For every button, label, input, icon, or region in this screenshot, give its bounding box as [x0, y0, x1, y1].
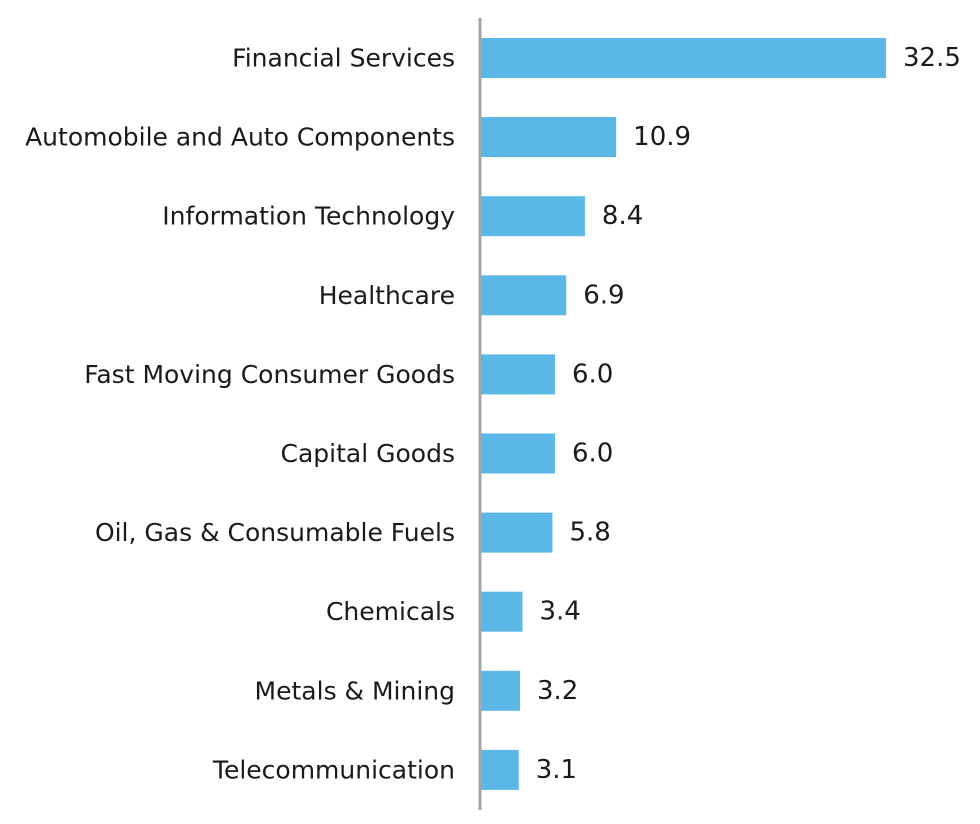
category-label: Metals & Mining — [255, 676, 455, 705]
value-label: 6.0 — [572, 439, 613, 469]
bar — [480, 196, 585, 237]
category-label: Capital Goods — [281, 439, 455, 468]
category-label: Oil, Gas & Consumable Fuels — [95, 518, 455, 547]
bar — [480, 38, 886, 78]
bar — [480, 117, 617, 158]
value-label: 10.9 — [633, 122, 691, 152]
category-label: Chemicals — [326, 597, 455, 626]
bar — [480, 591, 523, 632]
bar — [480, 512, 553, 553]
category-label: Financial Services — [232, 44, 455, 73]
category-label: Healthcare — [319, 281, 455, 310]
bar — [480, 749, 519, 790]
bar — [480, 275, 567, 316]
category-label: Fast Moving Consumer Goods — [84, 360, 455, 389]
value-label: 8.4 — [602, 201, 643, 231]
bar — [480, 354, 555, 395]
bar — [480, 670, 520, 711]
value-label: 32.5 — [903, 43, 961, 73]
value-label: 3.1 — [536, 755, 577, 785]
category-labels-group: Financial Services Automobile and Auto Co… — [25, 44, 455, 785]
value-labels-group: 32.5 10.9 8.4 6.9 6.0 6.0 5.8 3.4 3.2 3.1 — [536, 43, 961, 785]
value-label: 3.4 — [539, 597, 580, 627]
category-label: Information Technology — [162, 202, 455, 231]
category-label: Telecommunication — [212, 755, 455, 784]
bar — [480, 433, 555, 474]
bars-group — [480, 38, 886, 790]
value-label: 6.9 — [583, 280, 624, 310]
value-label: 3.2 — [537, 676, 578, 706]
category-label: Automobile and Auto Components — [25, 123, 455, 152]
value-label: 5.8 — [569, 518, 610, 548]
value-label: 6.0 — [572, 359, 613, 389]
